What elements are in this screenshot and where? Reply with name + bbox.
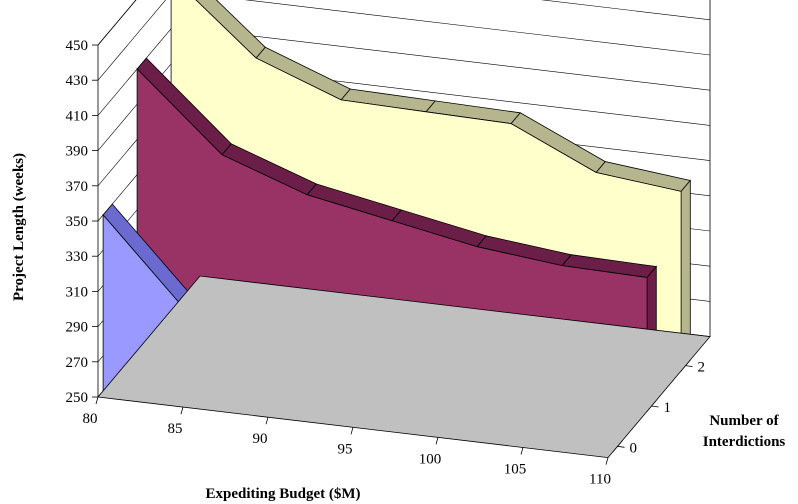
y-tick-label: 290 [66, 320, 89, 336]
x-tick-label: 100 [419, 451, 442, 467]
z-tick-label: 2 [698, 360, 706, 376]
z-tick-mark [651, 405, 659, 408]
x-tick-label: 95 [338, 441, 353, 457]
y-tick-label: 450 [66, 38, 89, 54]
y-tick-label: 310 [66, 284, 89, 300]
x-tick-label: 110 [589, 472, 611, 488]
z-tick-label: 1 [664, 400, 672, 416]
x-tick-label: 80 [83, 411, 98, 427]
gridline [97, 0, 137, 46]
x-tick-mark [520, 447, 524, 455]
y-tick-label: 410 [66, 108, 89, 124]
y-tick-label: 390 [66, 144, 89, 160]
x-tick-label: 90 [253, 431, 268, 447]
z-axis-ticks: 0 1 2 [617, 360, 706, 456]
x-tick-mark [265, 417, 269, 425]
y-tick-label: 270 [66, 355, 89, 371]
gridline [97, 0, 711, 116]
z-tick-label: 0 [630, 440, 638, 456]
z-tick-mark [685, 365, 693, 368]
x-tick-mark [605, 457, 609, 465]
x-tick-label: 105 [504, 462, 527, 478]
y-axis-title: Project Length (weeks) [11, 153, 27, 301]
x-tick-label: 85 [168, 421, 183, 437]
z-axis-title-line1: Number of [709, 413, 779, 429]
y-tick-label: 370 [66, 179, 89, 195]
x-axis-title: Expediting Budget ($M) [205, 486, 360, 502]
x-tick-mark [180, 406, 184, 415]
y-tick-label: 350 [66, 214, 89, 230]
y-tick-label: 250 [66, 390, 89, 406]
z-axis-title-line2: Interdictions [703, 434, 786, 450]
x-tick-mark [350, 427, 354, 435]
x-axis-ticks: 80 85 90 95 100 105 110 [83, 396, 611, 488]
x-tick-mark [435, 437, 439, 445]
x-tick-mark [95, 396, 99, 405]
y-tick-label: 330 [66, 249, 89, 265]
y-axis-ticks: 250 270 290 310 330 350 370 390 410 430 450 [66, 38, 98, 406]
z-tick-mark [617, 445, 625, 448]
gridline [97, 0, 711, 81]
y-tick-label: 430 [66, 73, 89, 89]
